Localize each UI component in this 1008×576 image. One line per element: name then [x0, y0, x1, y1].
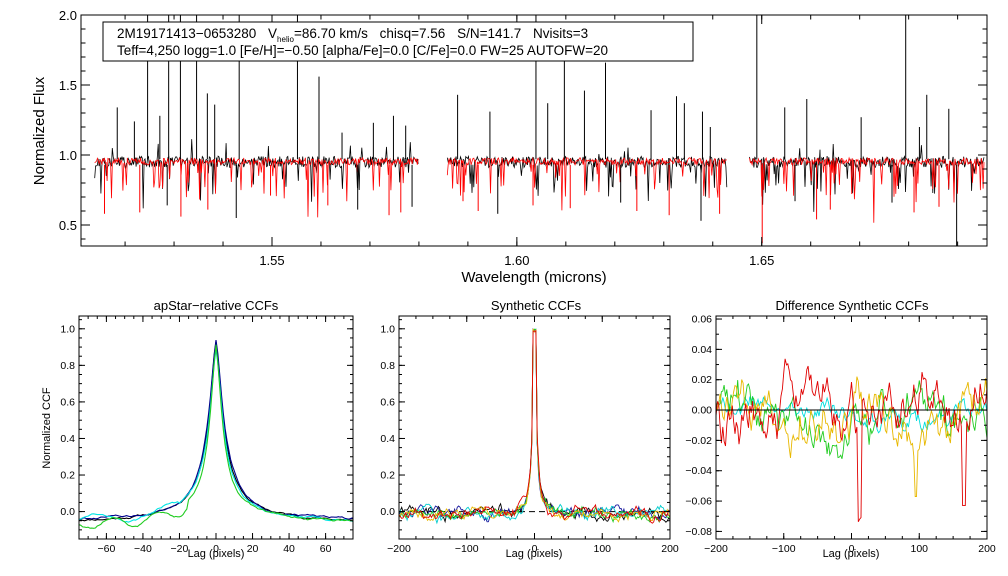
info-vhelio-prefix: V — [268, 26, 277, 41]
info-snr: S/N=141.7 — [457, 26, 521, 41]
x-tick-label: 60 — [320, 543, 332, 555]
synthetic-ccf-panel: Synthetic CCFs −200 −100 0 100 200 0.0 0.2 0.4 0… — [380, 298, 679, 560]
difference-ccf-plot-area — [716, 358, 987, 523]
difference-ccf-panel: Difference Synthetic CCFs −200 −100 0 100 20… — [685, 298, 995, 560]
spectrum-ticks: 1.55 1.60 1.65 0.5 1.0 1.5 2.0 — [59, 8, 987, 268]
spectrum-segment-model-2 — [446, 156, 727, 211]
x-tick-label: 1.60 — [504, 253, 529, 268]
info-chisq: chisq=7.56 — [380, 26, 446, 41]
difference-ccf-xlabel: Lag (pixels) — [823, 548, 880, 560]
spectrum-segment-model-3 — [749, 156, 985, 223]
y-tick-label: 0.8 — [380, 360, 395, 372]
synthetic-ccf-title: Synthetic CCFs — [491, 298, 582, 313]
y-tick-label: 0.4 — [60, 433, 75, 445]
y-tick-label: 0.00 — [692, 405, 713, 417]
spectrum-panel: 1.55 1.60 1.65 0.5 1.0 1.5 2.0 Wavelength (mic… — [31, 8, 988, 286]
info-vhelio-sub: helio — [277, 35, 294, 44]
apstar-ccf-ylabel: Normalized CCF — [41, 387, 53, 469]
x-tick-label: −100 — [772, 543, 796, 555]
info-line-1: 2M19171413−0653280 Vhelio=86.70 km/s chi… — [117, 26, 588, 44]
synthetic-ccf-plot-area — [399, 328, 670, 525]
x-tick-label: −200 — [704, 543, 728, 555]
spectrum-xlabel: Wavelength (microns) — [461, 269, 606, 286]
x-tick-label: 200 — [978, 543, 996, 555]
x-tick-label: 0 — [849, 543, 855, 555]
synthetic-line-visit-6 — [399, 330, 670, 524]
x-tick-label: 100 — [910, 543, 928, 555]
y-tick-label: 0.6 — [60, 396, 75, 408]
difference-ccf-title: Difference Synthetic CCFs — [776, 298, 929, 313]
y-tick-label: −0.02 — [685, 435, 712, 447]
info-nvisits: Nvisits=3 — [533, 26, 588, 41]
spectrum-plot-area — [94, 15, 985, 246]
ccf-line-visit-4 — [79, 344, 353, 529]
y-tick-label: 1.0 — [60, 323, 75, 335]
spectrum-segment-observed-1 — [94, 139, 419, 209]
y-tick-label: 1.5 — [59, 78, 77, 93]
difference-line-visit-4 — [716, 376, 987, 497]
x-tick-label: −100 — [455, 543, 479, 555]
y-tick-label: 0.6 — [380, 396, 395, 408]
x-tick-label: 200 — [661, 543, 679, 555]
synthetic-ccf-ticks: −200 −100 0 100 200 0.0 0.2 0.4 0.6 0.8 1.0 — [380, 316, 679, 555]
info-box-frame — [102, 21, 694, 62]
spectrum-ylabel: Normalized Flux — [31, 76, 48, 185]
apstar-ccf-panel: apStar−relative CCFs −60 −40 −20 0 20 40 60 0.0… — [41, 298, 354, 560]
y-tick-label: 0.8 — [60, 360, 75, 372]
x-tick-label: 40 — [283, 543, 295, 555]
y-tick-label: −0.04 — [685, 465, 712, 477]
difference-ccf-ticks: −200 −100 0 100 200 −0.08 −0.06 −0.04 −0.02 0.00 0… — [685, 314, 995, 555]
x-tick-label: 100 — [593, 543, 611, 555]
ccf-line-visit-2 — [79, 340, 353, 521]
y-tick-label: 0.0 — [60, 506, 75, 518]
spectrum-info-box: 2M19171413−0653280 Vhelio=86.70 km/s chi… — [102, 21, 694, 62]
x-tick-label: 1.55 — [259, 253, 284, 268]
y-tick-label: 1.0 — [59, 148, 77, 163]
info-vhelio-value: =86.70 km/s — [294, 26, 368, 41]
apstar-ccf-xlabel: Lag (pixels) — [188, 548, 245, 560]
x-tick-label: −60 — [97, 543, 115, 555]
y-tick-label: 0.2 — [380, 470, 395, 482]
y-tick-label: 1.0 — [380, 323, 395, 335]
x-tick-label: −40 — [134, 543, 152, 555]
y-tick-label: −0.08 — [685, 526, 712, 538]
apstar-ccf-ticks: −60 −40 −20 0 20 40 60 0.0 0.2 0.4 0.6 0.8 1.0 — [60, 316, 354, 555]
y-tick-label: −0.06 — [685, 496, 712, 508]
spectrum-axes-frame — [80, 14, 988, 247]
synthetic-ccf-xlabel: Lag (pixels) — [506, 548, 563, 560]
y-tick-label: 0.4 — [380, 433, 395, 445]
apstar-ccf-plot-area — [79, 340, 353, 529]
y-tick-label: 0.5 — [59, 218, 77, 233]
difference-line-visit-5 — [716, 358, 987, 523]
y-tick-label: 0.04 — [692, 344, 713, 356]
x-tick-label: 20 — [247, 543, 259, 555]
spectrum-series-model — [94, 156, 985, 223]
x-tick-label: 0 — [532, 543, 538, 555]
y-tick-label: 0.06 — [692, 314, 713, 326]
apstar-ccf-title: apStar−relative CCFs — [154, 298, 279, 313]
info-line-2: Teff=4,250 logg=1.0 [Fe/H]=−0.50 [alpha/… — [117, 43, 608, 58]
y-tick-label: 0.2 — [60, 470, 75, 482]
info-object-id: 2M19171413−0653280 — [117, 26, 256, 41]
synthetic-line-visit-4 — [399, 328, 670, 524]
x-tick-label: 0 — [213, 543, 219, 555]
x-tick-label: −20 — [171, 543, 189, 555]
y-tick-label: 0.0 — [380, 506, 395, 518]
synthetic-line-visit-5 — [399, 328, 670, 523]
y-tick-label: 0.02 — [692, 374, 713, 386]
x-tick-label: 1.65 — [749, 253, 774, 268]
spectrum-segment-model-1 — [94, 156, 419, 218]
x-tick-label: −200 — [387, 543, 411, 555]
y-tick-label: 2.0 — [59, 8, 77, 23]
